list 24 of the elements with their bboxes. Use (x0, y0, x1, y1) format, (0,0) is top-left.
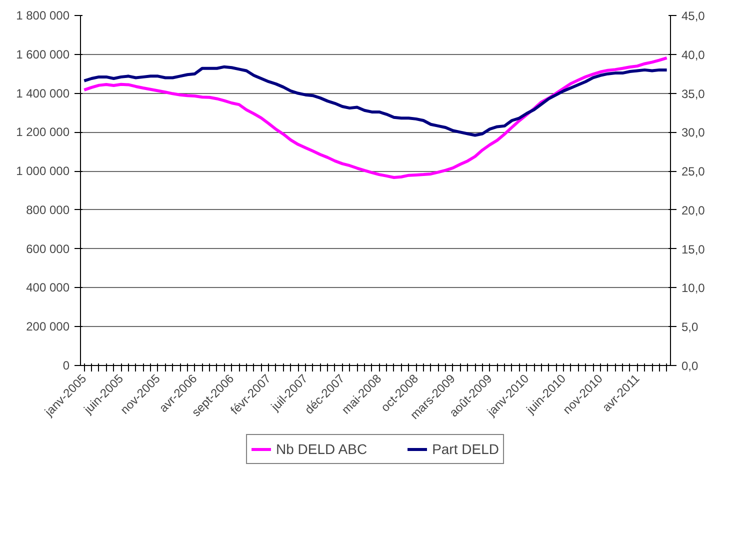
y2-tick-label: 25,0 (682, 164, 706, 179)
y-tick-label: 200 000 (26, 320, 70, 334)
y2-tick-label: 0,0 (682, 359, 699, 373)
y-tick-label: 1 600 000 (16, 47, 70, 62)
legend-label: Part DELD (432, 441, 499, 457)
y-tick-label: 600 000 (26, 242, 70, 256)
y-tick-label: 0 (62, 358, 70, 372)
y-tick-label: 1 200 000 (16, 125, 70, 140)
y2-tick-label: 35,0 (682, 86, 706, 101)
legend-label: Nb DELD ABC (276, 441, 368, 457)
y2-tick-label: 40,0 (682, 48, 706, 62)
y-tick-label: 1 000 000 (16, 164, 70, 178)
line-series (82, 65, 668, 137)
y-tick-label: 1 400 000 (16, 86, 70, 100)
y2-tick-label: 20,0 (682, 203, 706, 218)
y-tick-label: 1 800 000 (16, 8, 70, 22)
y2-tick-label: 15,0 (682, 242, 706, 256)
y2-tick-label: 30,0 (682, 126, 706, 140)
y2-tick-label: 5,0 (682, 320, 699, 334)
y2-tick-label: 10,0 (682, 281, 706, 296)
line-series (82, 56, 668, 179)
y2-tick-label: 45,0 (682, 9, 706, 23)
y-tick-label: 400 000 (26, 280, 70, 295)
y-tick-label: 800 000 (26, 202, 70, 217)
